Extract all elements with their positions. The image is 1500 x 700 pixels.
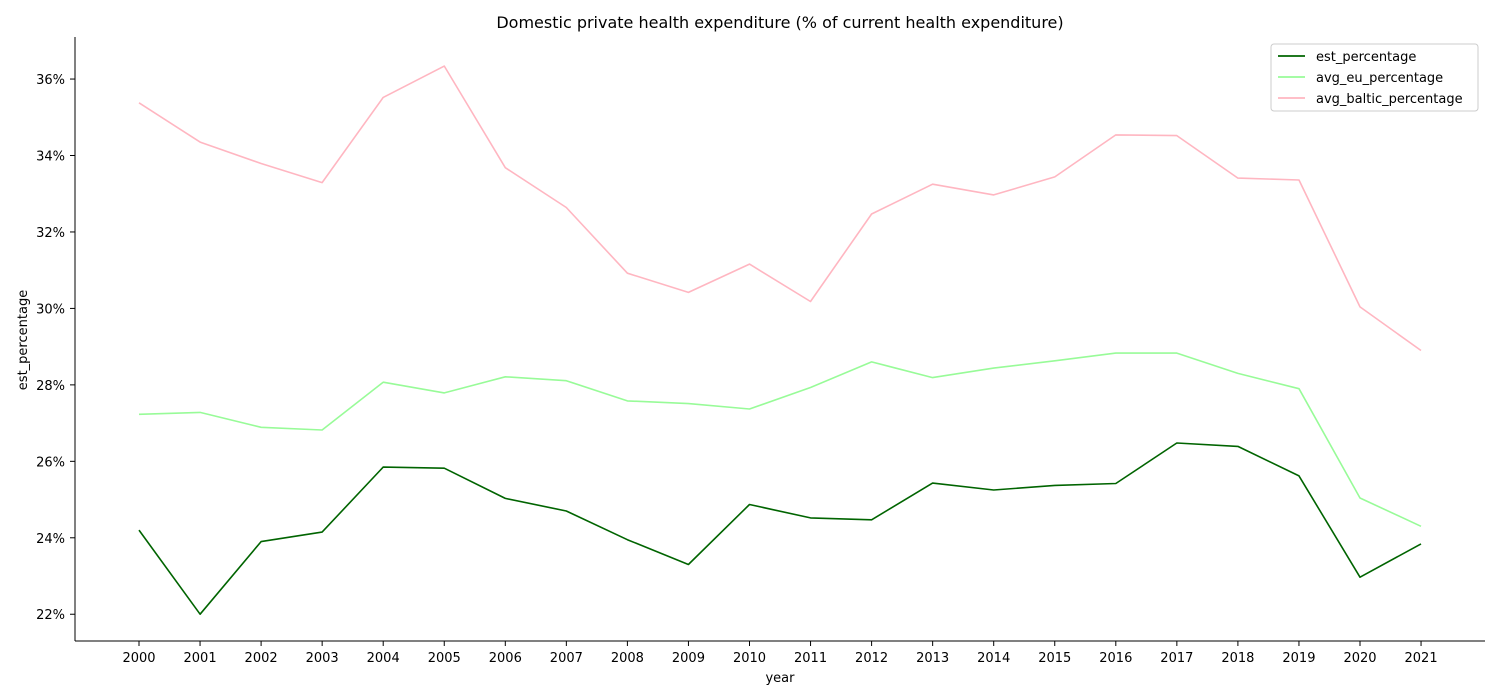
x-tick-label: 2019 [1282, 651, 1315, 666]
legend-box [1270, 43, 1479, 112]
x-tick-label: 2002 [245, 651, 278, 666]
x-tick-label: 2007 [550, 651, 583, 666]
y-tick-label: 36% [36, 73, 65, 88]
x-tick-label: 2015 [1038, 651, 1071, 666]
x-tick-label: 2016 [1099, 651, 1132, 666]
x-tick-label: 2010 [733, 651, 766, 666]
x-tick-label: 2020 [1343, 651, 1376, 666]
legend-entries: est_percentage avg_eu_percentage avg_balti… [1278, 50, 1463, 107]
series-line-est-percentage [138, 442, 1422, 616]
legend-label: avg_eu_percentage [1316, 71, 1443, 86]
x-tick-label: 2011 [794, 651, 827, 666]
x-ticks: 2000 2001 2002 2003 2004 2005 2006 2007 2008 2009… [122, 641, 1438, 666]
x-tick-label: 2012 [855, 651, 888, 666]
x-tick-label: 2017 [1160, 651, 1193, 666]
x-tick-label: 2018 [1221, 651, 1254, 666]
x-axis-label: year [765, 671, 795, 686]
series-lines [138, 65, 1422, 616]
y-tick-label: 24% [36, 532, 65, 547]
legend-label: est_percentage [1316, 50, 1416, 65]
series-line-avg-eu-percentage [138, 352, 1422, 528]
chart-title: Domestic private health expenditure (% o… [496, 13, 1063, 32]
x-tick-label: 2013 [916, 651, 949, 666]
x-tick-label: 2003 [306, 651, 339, 666]
y-tick-label: 26% [36, 455, 65, 470]
y-ticks: 22% 24% 26% 28% 30% 32% 34% 36% [36, 73, 75, 623]
plot-area: 22%24%26%28%30%32%34%36% 2000 2001 2002 200… [36, 37, 1485, 666]
x-tick-label: 2008 [611, 651, 644, 666]
legend-label: avg_baltic_percentage [1316, 92, 1463, 107]
x-tick-label: 2004 [367, 651, 400, 666]
x-tick-label: 2000 [122, 651, 155, 666]
x-tick-label: 2014 [977, 651, 1010, 666]
y-tick-label: 34% [36, 150, 65, 165]
x-tick-label: 2021 [1405, 651, 1438, 666]
x-tick-label: 2009 [672, 651, 705, 666]
y-tick-label: 32% [36, 226, 65, 241]
legend: est_percentage avg_eu_percentage avg_balti… [1270, 43, 1479, 112]
y-tick-label: 22% [36, 608, 65, 623]
y-tick-label: 30% [36, 302, 65, 317]
x-tick-label: 2006 [489, 651, 522, 666]
y-tick-label: 28% [36, 379, 65, 394]
series-line-avg-baltic-percentage [138, 65, 1422, 352]
y-axis-label: est_percentage [16, 290, 31, 390]
x-tick-label: 2001 [184, 651, 217, 666]
x-tick-label: 2005 [428, 651, 461, 666]
